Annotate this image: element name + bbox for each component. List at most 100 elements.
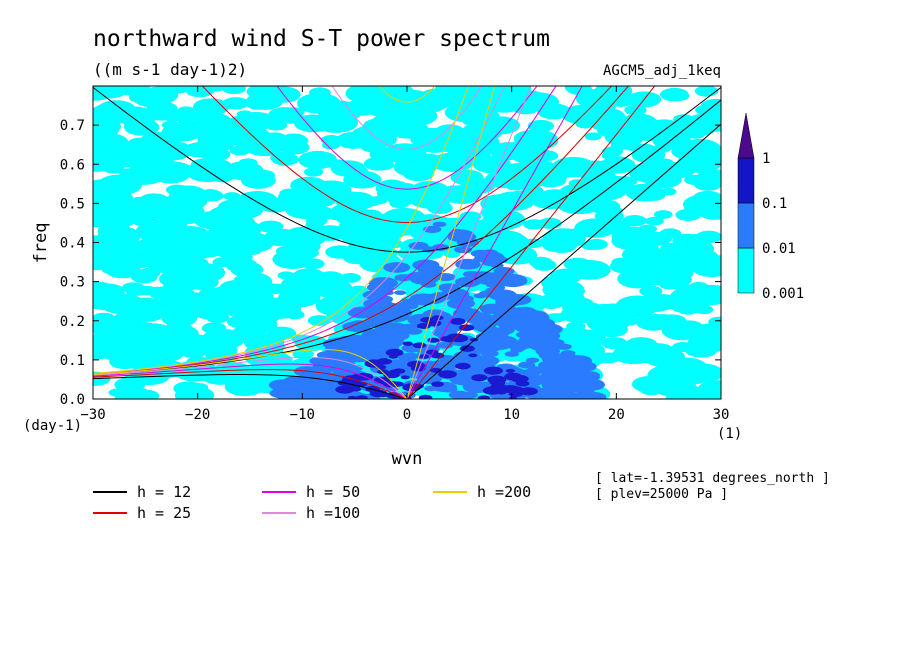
contour-patch [297,183,337,202]
contour-patch [459,86,504,103]
contour-patch [441,386,458,393]
contour-patch [126,321,160,338]
contour-patch [670,387,695,399]
contour-patch [431,315,444,321]
contour-patch [330,337,348,345]
contour-patch [93,312,116,324]
contour-patch [157,86,192,94]
contour-patch [487,339,513,350]
contour-patch [440,322,464,332]
rossby-wave-curve [93,356,408,399]
y-axis-ticks: 0.0 0.1 0.2 0.3 0.4 0.5 0.6 0.7 [60,118,721,408]
contour-patch [257,220,284,233]
contour-patch [161,120,180,130]
dispersion-curves [93,86,721,399]
contour-patch [301,258,325,270]
contour-patch [692,389,721,399]
contour-patch [341,230,370,245]
contour-patch [311,206,333,217]
contour-patch [474,251,505,264]
contour-patch [480,349,499,358]
contour-patch [246,86,279,100]
contour-patch [290,385,306,392]
contour-patch [389,339,403,345]
contour-patch [316,394,334,399]
contour-patch [493,191,535,211]
contour-patch [141,342,184,363]
contour-patch [263,132,287,143]
contour-patch [118,202,162,223]
legend-label: h = 25 [137,504,191,522]
contour-patch [638,293,668,308]
contour-patch [115,386,153,399]
contour-patch [622,215,647,227]
x-tick-label: −10 [290,407,315,423]
contour-patch [375,212,410,229]
contour-patch [603,222,632,236]
annotation-level: [ plev=25000 Pa ] [595,487,728,502]
contour-patch [542,228,586,249]
contour-patch [308,382,327,390]
contour-patch [411,127,444,143]
x-tick-label: 20 [608,407,625,423]
contour-patch [336,393,352,399]
contour-patch [537,360,563,371]
x-tick-label: −30 [80,407,105,423]
colorbar-label: 0.001 [762,286,804,302]
contour-patch [708,316,721,328]
contour-patch [201,328,245,350]
contour-patch [672,233,701,248]
contour-patch [205,311,230,323]
rossby-wave-curve [93,363,408,399]
contour-patch [320,135,342,145]
contour-patch [335,385,355,394]
contour-patch [551,388,572,398]
contour-patch [325,245,354,259]
contour-patch [465,145,492,159]
contour-patch [420,317,434,323]
contour-patch [609,259,639,274]
contour-patch [183,345,201,354]
contour-patch [429,190,454,202]
contour-patch [192,98,230,116]
contour-patch [619,315,640,326]
contour-patch [436,341,454,349]
contour-patch [630,347,662,362]
contour-patch [97,121,121,133]
contour-patch [97,226,141,247]
contour-patch [438,283,461,293]
contour-patch [423,225,442,234]
y-axis-label: freq [31,223,51,264]
contour-patch [505,385,524,394]
colorbar-extend-triangle [737,112,755,159]
mrg-wave-curve [93,86,506,375]
contour-patch [508,396,518,399]
contour-patch [659,228,682,239]
contour-patch [407,94,447,114]
contour-patch [418,394,433,399]
contour-patch [542,279,585,300]
y-tick-label: 0.5 [60,196,85,212]
contour-patch [477,395,491,399]
plot-area [92,85,722,400]
contour-patch [660,242,685,254]
x-tick-label: 30 [713,407,730,423]
contour-patch [694,292,713,301]
contour-patch [562,301,606,322]
contour-patch [225,257,258,273]
gravity-wave-curve [93,86,721,253]
rossby-wave-curve [93,374,408,399]
contour-patch [223,192,241,201]
contour-patch [393,103,415,114]
contour-patch [93,179,111,190]
y-tick-label: 0.4 [60,236,85,252]
contour-patch [504,351,519,357]
contour-patch [108,256,140,271]
contour-patch [488,329,509,339]
mrg-wave-curve [93,86,630,375]
contour-patch [483,366,504,375]
colorbar-segment [737,247,755,294]
contour-patch [155,198,184,212]
contour-patch [527,119,555,133]
